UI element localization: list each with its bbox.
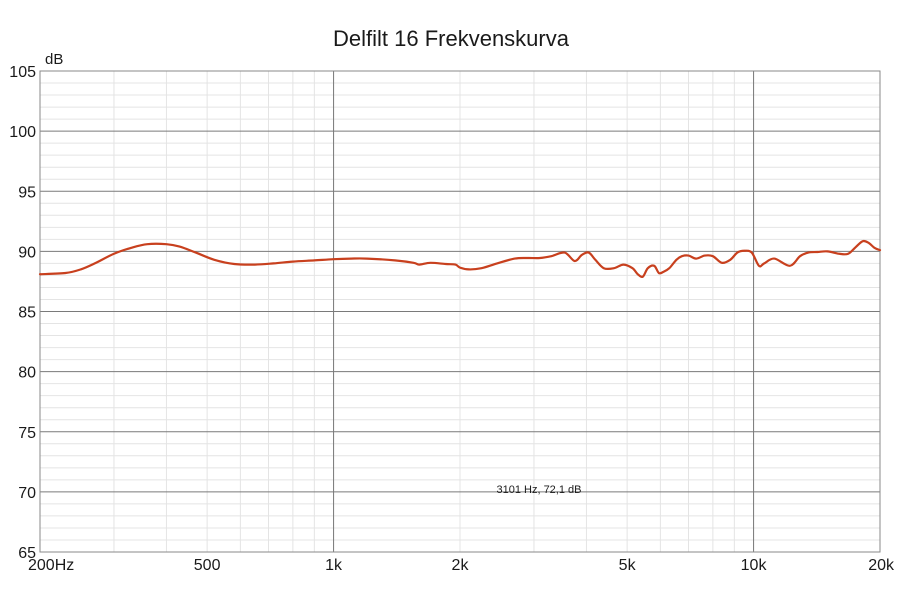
y-axis-tick-labels: 65 70 75 80 85 90 95 100 105 [9, 64, 36, 562]
x-tick-label: 200Hz [28, 557, 74, 574]
y-tick-label: 100 [9, 124, 36, 141]
y-tick-label: 105 [9, 64, 36, 81]
y-axis-unit-label: dB [45, 51, 63, 68]
x-tick-label: 2k [452, 557, 470, 574]
x-tick-label: 10k [741, 557, 768, 574]
cursor-readout: 3101 Hz, 72,1 dB [496, 484, 581, 496]
x-tick-label: 20k [868, 557, 895, 574]
y-tick-label: 95 [18, 184, 36, 201]
y-tick-label: 65 [18, 545, 36, 562]
y-tick-label: 80 [18, 365, 36, 382]
x-tick-label: 500 [194, 557, 221, 574]
series-line [38, 239, 882, 278]
y-tick-label: 70 [18, 485, 36, 502]
plot-frame [39, 70, 881, 553]
y-tick-label: 75 [18, 425, 36, 442]
x-axis-tick-labels: 200Hz 500 1k 2k 5k 10k 20k [28, 557, 895, 574]
y-tick-label: 90 [18, 244, 36, 261]
minor-gridlines [40, 71, 880, 552]
chart-title: Delfilt 16 Frekvenskurva [333, 26, 570, 51]
y-tick-label: 85 [18, 305, 36, 322]
x-tick-label: 5k [619, 557, 637, 574]
x-tick-label: 1k [325, 557, 343, 574]
